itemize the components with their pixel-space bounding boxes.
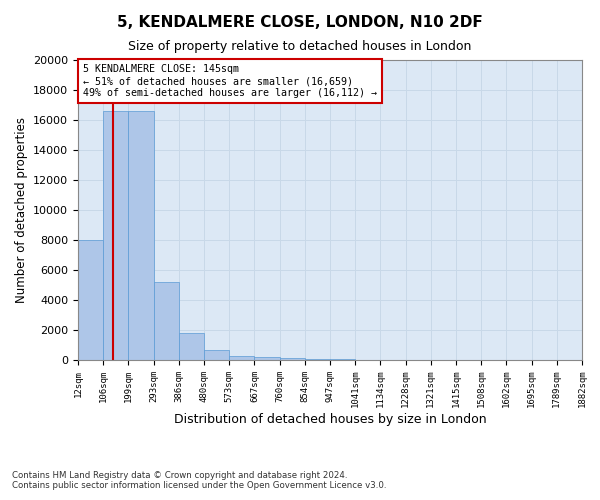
Bar xyxy=(330,359,355,360)
Bar xyxy=(179,333,204,360)
Bar xyxy=(103,111,128,360)
Text: 5, KENDALMERE CLOSE, LONDON, N10 2DF: 5, KENDALMERE CLOSE, LONDON, N10 2DF xyxy=(117,15,483,30)
Text: Size of property relative to detached houses in London: Size of property relative to detached ho… xyxy=(128,40,472,53)
Text: Contains HM Land Registry data © Crown copyright and database right 2024.
Contai: Contains HM Land Registry data © Crown c… xyxy=(12,470,386,490)
X-axis label: Distribution of detached houses by size in London: Distribution of detached houses by size … xyxy=(173,413,487,426)
Bar xyxy=(204,350,229,360)
Bar xyxy=(154,282,179,360)
Bar xyxy=(128,111,154,360)
Bar xyxy=(254,358,280,360)
Bar xyxy=(305,358,330,360)
Text: 5 KENDALMERE CLOSE: 145sqm
← 51% of detached houses are smaller (16,659)
49% of : 5 KENDALMERE CLOSE: 145sqm ← 51% of deta… xyxy=(83,64,377,98)
Bar xyxy=(78,240,103,360)
Bar xyxy=(280,358,305,360)
Y-axis label: Number of detached properties: Number of detached properties xyxy=(14,117,28,303)
Bar xyxy=(229,356,254,360)
